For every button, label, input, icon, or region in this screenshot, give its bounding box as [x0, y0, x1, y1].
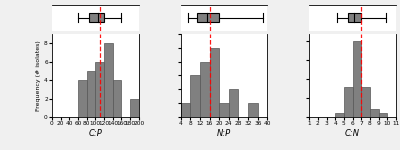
X-axis label: N:P: N:P	[217, 129, 231, 138]
Bar	[210, 48, 219, 117]
Bar	[219, 103, 229, 117]
Bar	[335, 113, 344, 117]
Bar	[344, 87, 352, 117]
Bar	[352, 41, 361, 117]
Bar	[370, 110, 379, 117]
Bar	[89, 13, 104, 22]
Bar	[104, 43, 113, 117]
Bar	[130, 99, 139, 117]
X-axis label: C:P: C:P	[88, 129, 102, 138]
Bar	[361, 87, 370, 117]
Bar	[113, 80, 122, 117]
Bar	[96, 61, 104, 117]
Bar	[248, 103, 258, 117]
Bar	[180, 103, 190, 117]
Bar	[268, 103, 277, 117]
Bar	[87, 71, 96, 117]
Bar	[379, 113, 387, 117]
Bar	[190, 75, 200, 117]
Bar	[198, 13, 219, 22]
Y-axis label: Frequency (# isolates): Frequency (# isolates)	[36, 40, 41, 111]
Bar	[78, 80, 87, 117]
Bar	[200, 61, 210, 117]
Bar	[229, 89, 238, 117]
Bar	[348, 13, 361, 22]
X-axis label: C:N: C:N	[345, 129, 360, 138]
